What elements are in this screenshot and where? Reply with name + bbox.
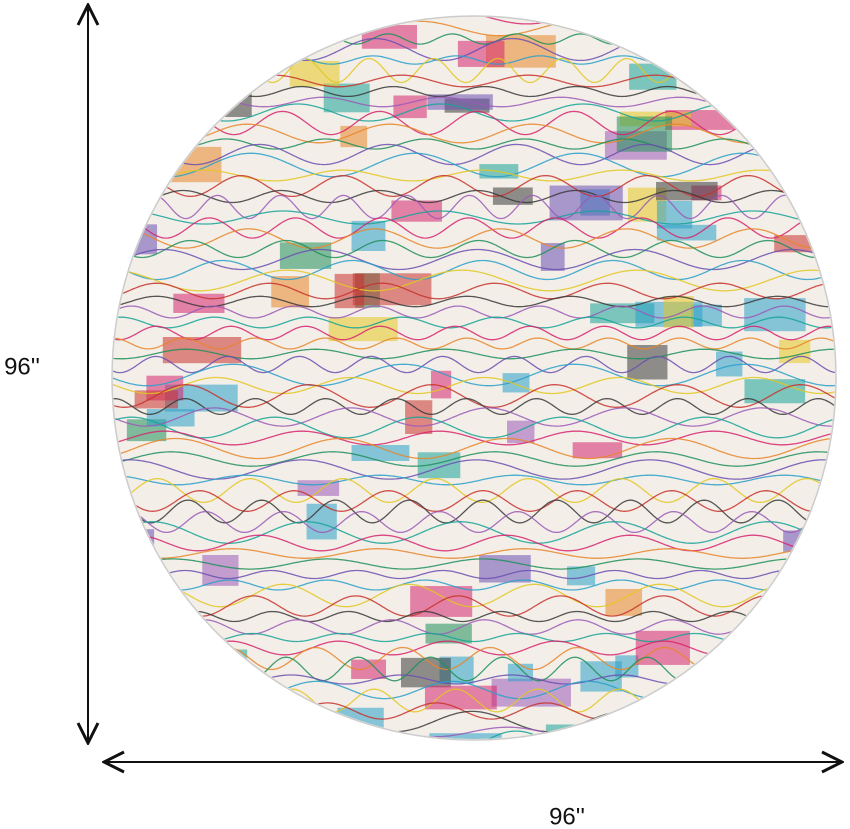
color-block xyxy=(113,224,158,255)
color-block xyxy=(328,317,398,342)
wave-line xyxy=(113,569,835,580)
wave-line xyxy=(113,451,835,467)
color-block xyxy=(744,379,806,404)
wave-line xyxy=(113,269,835,292)
color-block xyxy=(430,370,452,399)
color-block xyxy=(172,699,214,715)
color-block xyxy=(134,390,178,409)
color-block xyxy=(758,717,831,739)
wave-line xyxy=(113,110,835,136)
color-block xyxy=(457,40,505,67)
wave-line xyxy=(113,416,835,439)
color-block xyxy=(691,304,722,327)
wave-line xyxy=(113,632,835,643)
color-block xyxy=(427,94,493,110)
wave-line xyxy=(113,558,835,570)
wave-line xyxy=(113,430,835,446)
color-block xyxy=(429,733,502,739)
color-block xyxy=(289,60,340,87)
wave-line xyxy=(113,194,835,220)
wave-line xyxy=(113,316,835,329)
color-block xyxy=(146,409,195,427)
color-block xyxy=(425,623,472,644)
color-block xyxy=(669,715,745,735)
color-block xyxy=(671,701,717,718)
wave-line xyxy=(113,548,835,559)
wave-line xyxy=(113,490,835,512)
wave-line xyxy=(113,210,835,225)
wave-line xyxy=(113,610,835,623)
wave-line xyxy=(113,355,835,374)
color-block xyxy=(572,442,623,459)
color-block xyxy=(778,339,811,364)
wave-line xyxy=(113,499,835,524)
wave-line xyxy=(113,152,835,178)
color-block xyxy=(113,138,169,155)
color-block xyxy=(566,566,596,586)
wave-line xyxy=(113,248,835,271)
wave-line xyxy=(113,189,835,204)
wave-line xyxy=(113,407,835,427)
height-label: 96'' xyxy=(4,353,40,380)
wave-line xyxy=(113,534,835,552)
color-block xyxy=(491,678,571,707)
wave-line xyxy=(113,583,835,608)
wave-line xyxy=(113,376,835,395)
color-block xyxy=(549,185,623,221)
wave-line xyxy=(113,579,835,591)
color-block xyxy=(502,373,530,393)
wave-line xyxy=(113,295,835,308)
wave-line xyxy=(113,510,835,534)
color-block xyxy=(627,345,668,380)
wave-line xyxy=(113,363,835,387)
wave-line xyxy=(113,595,835,617)
wave-line xyxy=(113,259,835,281)
wave-line xyxy=(113,474,835,486)
color-block xyxy=(663,296,694,328)
color-block xyxy=(571,733,601,739)
wave-line xyxy=(113,143,835,166)
color-block xyxy=(209,82,252,117)
wave-line xyxy=(113,337,835,350)
wave-line xyxy=(113,305,835,319)
wave-line xyxy=(113,477,835,504)
color-block xyxy=(143,84,189,114)
wave-line xyxy=(113,384,835,408)
wave-line xyxy=(113,282,835,300)
wave-line xyxy=(113,228,835,249)
color-block xyxy=(783,530,835,552)
wave-line xyxy=(113,138,835,150)
color-block xyxy=(424,685,497,710)
wave-line xyxy=(113,123,835,144)
color-block xyxy=(340,125,368,148)
wave-line xyxy=(113,325,835,341)
wave-line xyxy=(113,521,835,544)
color-block xyxy=(157,79,190,101)
color-block xyxy=(351,659,387,679)
color-block xyxy=(361,25,417,49)
color-block xyxy=(540,243,565,271)
wave-line xyxy=(113,174,835,198)
wave-line xyxy=(113,239,835,259)
color-block xyxy=(656,224,717,241)
wave-line xyxy=(113,459,835,480)
wave-line xyxy=(113,619,835,635)
color-block xyxy=(605,588,643,616)
color-block xyxy=(545,724,581,739)
color-block xyxy=(337,707,384,733)
width-label: 96'' xyxy=(549,803,585,829)
color-block xyxy=(351,220,386,252)
wave-line xyxy=(113,437,835,460)
wave-line xyxy=(113,217,835,239)
wave-line xyxy=(113,169,835,182)
color-block xyxy=(507,663,533,682)
